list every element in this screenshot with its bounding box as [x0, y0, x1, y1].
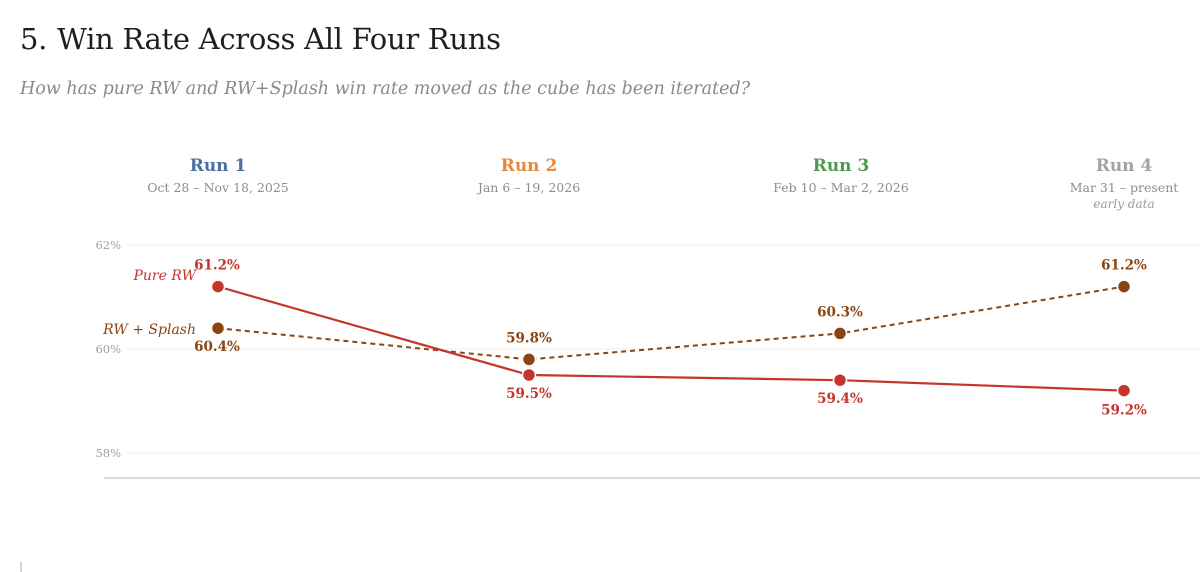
data-label-pure-rw: 59.5% [506, 386, 552, 402]
run-dates: Feb 10 – Mar 2, 2026 [773, 180, 909, 195]
data-label-rw-splash: 61.2% [1101, 258, 1147, 274]
y-tick-label: 60% [95, 342, 121, 356]
run-name: Run 2 [500, 156, 558, 176]
series-name-pure-rw: Pure RW [133, 268, 198, 284]
data-point-rw-splash [1116, 279, 1132, 294]
data-point-pure-rw [1116, 383, 1132, 398]
run-header-1: Run 1 Oct 28 – Nov 18, 2025 [98, 156, 338, 195]
data-point-pure-rw [210, 279, 226, 294]
run-dates: Mar 31 – present [1069, 180, 1179, 195]
run-header-4: Run 4 Mar 31 – present early data [1004, 156, 1200, 211]
run-name: Run 4 [1095, 156, 1153, 176]
run-note: early data [1093, 197, 1155, 211]
data-label-pure-rw: 59.4% [817, 391, 863, 407]
data-label-rw-splash: 60.3% [817, 304, 863, 320]
data-point-pure-rw [832, 372, 848, 388]
run-dates: Jan 6 – 19, 2026 [477, 180, 581, 195]
run-header-2: Run 2 Jan 6 – 19, 2026 [409, 156, 649, 195]
y-tick-label: 62% [95, 238, 121, 252]
run-name: Run 1 [189, 156, 247, 176]
data-point-pure-rw [521, 367, 537, 383]
y-tick-label: 58% [95, 446, 121, 460]
run-name: Run 3 [812, 156, 870, 176]
section-title: 5. Win Rate Across All Four Runs [20, 22, 501, 56]
run-header-3: Run 3 Feb 10 – Mar 2, 2026 [721, 156, 961, 195]
section-number: 5. [20, 22, 48, 56]
data-label-pure-rw: 59.2% [1101, 403, 1147, 419]
series-name-rw-splash: RW + Splash [102, 322, 196, 338]
run-dates: Oct 28 – Nov 18, 2025 [147, 180, 289, 195]
series-line-rw-splash [217, 285, 1125, 361]
chart-subtitle: How has pure RW and RW+Splash win rate m… [20, 79, 751, 99]
data-label-rw-splash: 60.4% [194, 339, 240, 355]
data-point-rw-splash [832, 326, 848, 341]
data-label-pure-rw: 61.2% [194, 258, 240, 274]
data-point-rw-splash [210, 320, 226, 336]
data-point-rw-splash [521, 352, 537, 367]
section-title-text: Win Rate Across All Four Runs [57, 22, 501, 56]
data-label-rw-splash: 59.8% [506, 330, 552, 346]
scroll-marker [20, 562, 22, 572]
series-line-pure-rw [217, 285, 1125, 392]
